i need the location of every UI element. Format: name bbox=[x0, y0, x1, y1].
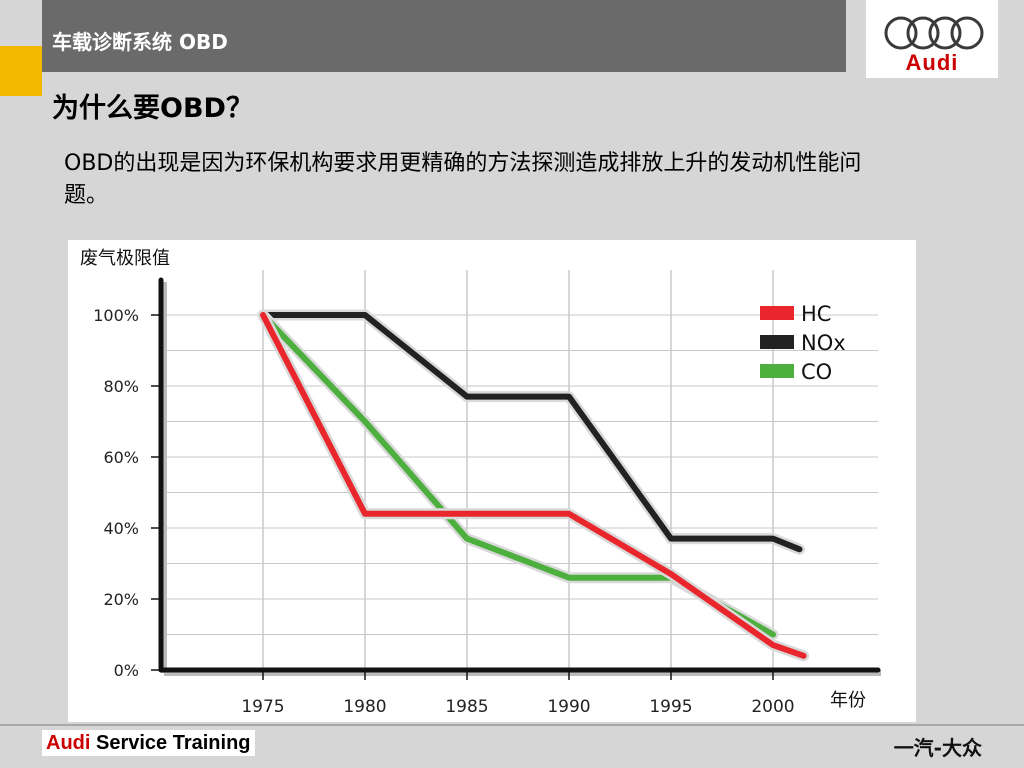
x-tick-label: 1985 bbox=[445, 697, 488, 717]
series-halo-hc bbox=[257, 309, 810, 662]
y-tick-label: 40% bbox=[103, 519, 139, 538]
legend-label-co: CO bbox=[801, 360, 832, 384]
x-tick-label: 1990 bbox=[547, 697, 590, 717]
footer-brand-suffix: Service Training bbox=[90, 732, 251, 754]
footer-right-text: 一汽-大众 bbox=[893, 736, 982, 760]
header-bar bbox=[42, 0, 846, 72]
logo-text: Audi bbox=[905, 50, 959, 75]
y-tick-label: 60% bbox=[103, 448, 139, 467]
footer-divider bbox=[0, 724, 1024, 726]
legend-swatch-hc bbox=[760, 306, 794, 320]
body-text: OBD的出现是因为环保机构要求用更精确的方法探测造成排放上升的发动机性能问题。 bbox=[64, 151, 862, 208]
x-tick-label: 2000 bbox=[751, 697, 794, 717]
footer-brand: Audi Service Training bbox=[42, 730, 255, 756]
x-tick-label: 1980 bbox=[343, 697, 386, 717]
x-tick-label: 1995 bbox=[649, 697, 692, 717]
y-axis-label: 废气极限值 bbox=[80, 248, 170, 269]
footer-brand-prefix: Audi bbox=[46, 732, 91, 754]
x-axis-label: 年份 bbox=[830, 690, 866, 711]
legend-label-hc: HC bbox=[801, 302, 831, 326]
y-tick-label: 0% bbox=[114, 661, 139, 680]
x-tick-label: 1975 bbox=[241, 697, 284, 717]
series-line-nox bbox=[260, 312, 803, 553]
legend-swatch-co bbox=[760, 364, 794, 378]
emissions-chart: 0% 20% 40% 60% 80% 100% 1975 1980 1985 1990 1995 20… bbox=[68, 240, 916, 722]
accent-block bbox=[0, 46, 42, 96]
legend-swatch-nox bbox=[760, 335, 794, 349]
header-title: 车载诊断系统 OBD bbox=[52, 30, 228, 54]
slide-title: 为什么要OBD？ bbox=[52, 93, 253, 124]
chart-svg: 0% 20% 40% 60% 80% 100% 1975 1980 1985 1990 1995 20… bbox=[80, 248, 881, 717]
legend-label-nox: NOx bbox=[801, 331, 846, 355]
y-tick-label: 100% bbox=[93, 306, 139, 325]
y-tick-label: 20% bbox=[103, 590, 139, 609]
audi-rings-icon bbox=[884, 16, 984, 50]
y-tick-label: 80% bbox=[103, 377, 139, 396]
series-line-hc bbox=[260, 312, 807, 659]
audi-logo: Audi bbox=[866, 0, 998, 78]
